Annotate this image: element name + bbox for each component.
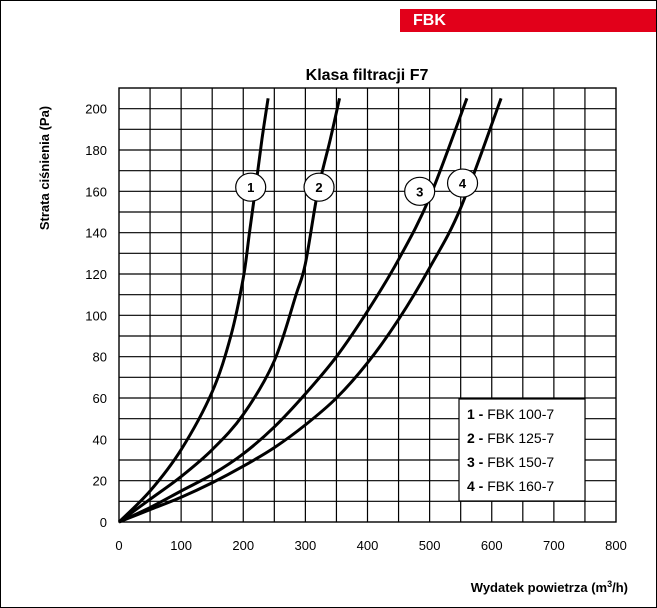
series-line-4 [118, 97, 503, 524]
y-tick-label: 60 [93, 391, 107, 406]
legend: 1 - FBK 100-72 - FBK 125-73 - FBK 150-74… [458, 398, 586, 502]
x-tick-label: 0 [115, 538, 122, 553]
legend-entry-3: 3 - FBK 150-7 [467, 454, 554, 470]
legend-entry-name: FBK 125-7 [487, 430, 554, 446]
y-tick-label: 140 [85, 226, 107, 241]
x-tick-label: 300 [295, 538, 317, 553]
x-axis-label-main: Wydatek powietrza (m [471, 580, 607, 595]
x-axis-label-end: /h) [612, 580, 628, 595]
legend-entry-2: 2 - FBK 125-7 [467, 430, 554, 446]
series-line-1 [117, 98, 270, 524]
curve-number-3: 3 [416, 184, 423, 199]
legend-entry-4: 4 - FBK 160-7 [467, 478, 554, 494]
curve-number-4: 4 [459, 176, 467, 191]
y-tick-label: 100 [85, 308, 107, 323]
series-line-3 [118, 97, 469, 524]
x-tick-label: 100 [170, 538, 192, 553]
curves: 1 2 3 4 [117, 97, 503, 524]
curve-number-1: 1 [247, 180, 254, 195]
y-tick-label: 160 [85, 184, 107, 199]
x-tick-label: 200 [232, 538, 254, 553]
x-tick-label: 800 [605, 538, 627, 553]
y-tick-label: 200 [85, 102, 107, 117]
y-tick-label: 20 [93, 474, 107, 489]
x-tick-label: 700 [543, 538, 565, 553]
curve-marker-4 [446, 168, 479, 198]
legend-entry-name: FBK 100-7 [487, 406, 554, 422]
chart-title: Klasa filtracji F7 [306, 67, 429, 84]
y-tick-label: 180 [85, 143, 107, 158]
legend-entry-number: 2 - [467, 430, 487, 446]
legend-entry-name: FBK 160-7 [487, 478, 554, 494]
product-tag: FBK [400, 9, 656, 32]
curve-marker-1 [235, 172, 267, 202]
curve-marker-2 [303, 172, 335, 202]
y-tick-label: 80 [93, 350, 107, 365]
legend-box [458, 398, 586, 502]
x-tick-label: 400 [357, 538, 379, 553]
legend-entry-number: 4 - [467, 478, 487, 494]
y-tick-label: 40 [93, 432, 107, 447]
series-line-2 [118, 98, 342, 524]
legend-entry-number: 1 - [467, 406, 487, 422]
y-axis-label: Strata ciśnienia (Pa) [37, 106, 52, 230]
x-axis-label: Wydatek powietrza (m3/h) [471, 579, 628, 595]
x-axis-label-sup: 3 [607, 579, 612, 589]
x-tick-label: 600 [481, 538, 503, 553]
x-tick-label: 500 [419, 538, 441, 553]
ticks: 0 100 200 300 400 500 600 700 800020406080100120… [85, 102, 627, 553]
curve-marker-3 [404, 176, 436, 206]
y-tick-label: 0 [100, 515, 107, 530]
legend-entry-1: 1 - FBK 100-7 [467, 406, 554, 422]
legend-entry-name: FBK 150-7 [487, 454, 554, 470]
legend-entry-number: 3 - [467, 454, 487, 470]
curve-number-2: 2 [315, 180, 322, 195]
y-tick-label: 120 [85, 267, 107, 282]
